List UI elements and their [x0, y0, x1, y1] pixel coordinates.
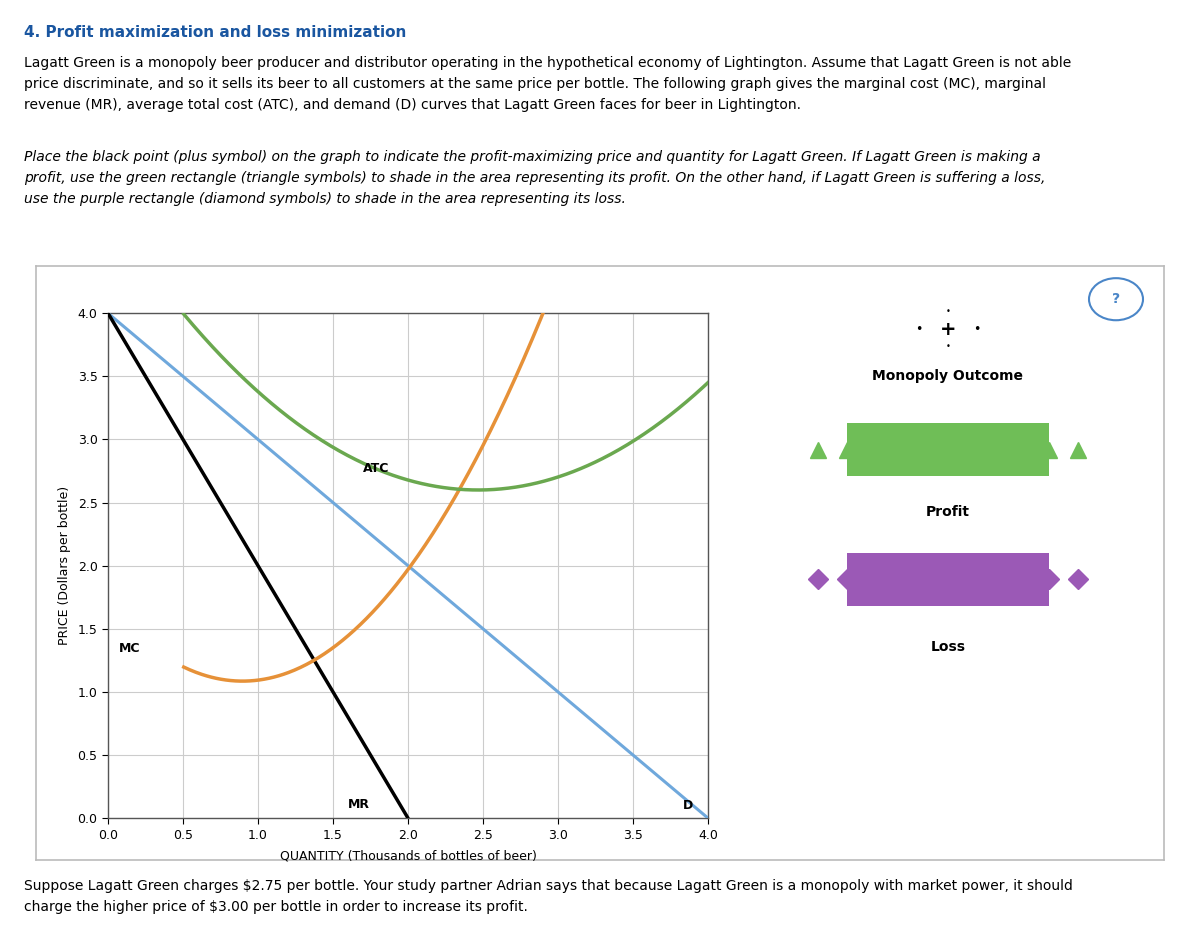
Text: Profit: Profit — [926, 505, 970, 519]
Text: ATC: ATC — [364, 462, 389, 475]
X-axis label: QUANTITY (Thousands of bottles of beer): QUANTITY (Thousands of bottles of beer) — [280, 850, 536, 863]
Text: •: • — [946, 307, 950, 316]
Text: Lagatt Green is a monopoly beer producer and distributor operating in the hypoth: Lagatt Green is a monopoly beer producer… — [24, 56, 1072, 112]
Text: Monopoly Outcome: Monopoly Outcome — [872, 369, 1024, 383]
Text: ?: ? — [1112, 293, 1120, 306]
Text: D: D — [683, 799, 692, 813]
Text: •: • — [916, 323, 923, 336]
Text: •: • — [946, 342, 950, 352]
Y-axis label: PRICE (Dollars per bottle): PRICE (Dollars per bottle) — [58, 486, 71, 645]
Text: 4. Profit maximization and loss minimization: 4. Profit maximization and loss minimiza… — [24, 25, 407, 40]
Text: Suppose Lagatt Green charges $2.75 per bottle. Your study partner Adrian says th: Suppose Lagatt Green charges $2.75 per b… — [24, 879, 1073, 914]
Text: +: + — [940, 320, 956, 338]
Bar — [847, 553, 1049, 606]
Text: MC: MC — [119, 641, 140, 654]
Text: Loss: Loss — [930, 640, 966, 654]
Bar — [847, 424, 1049, 476]
Text: Place the black point (plus symbol) on the graph to indicate the profit-maximizi: Place the black point (plus symbol) on t… — [24, 150, 1045, 206]
Text: MR: MR — [348, 798, 370, 811]
Text: •: • — [973, 323, 980, 336]
